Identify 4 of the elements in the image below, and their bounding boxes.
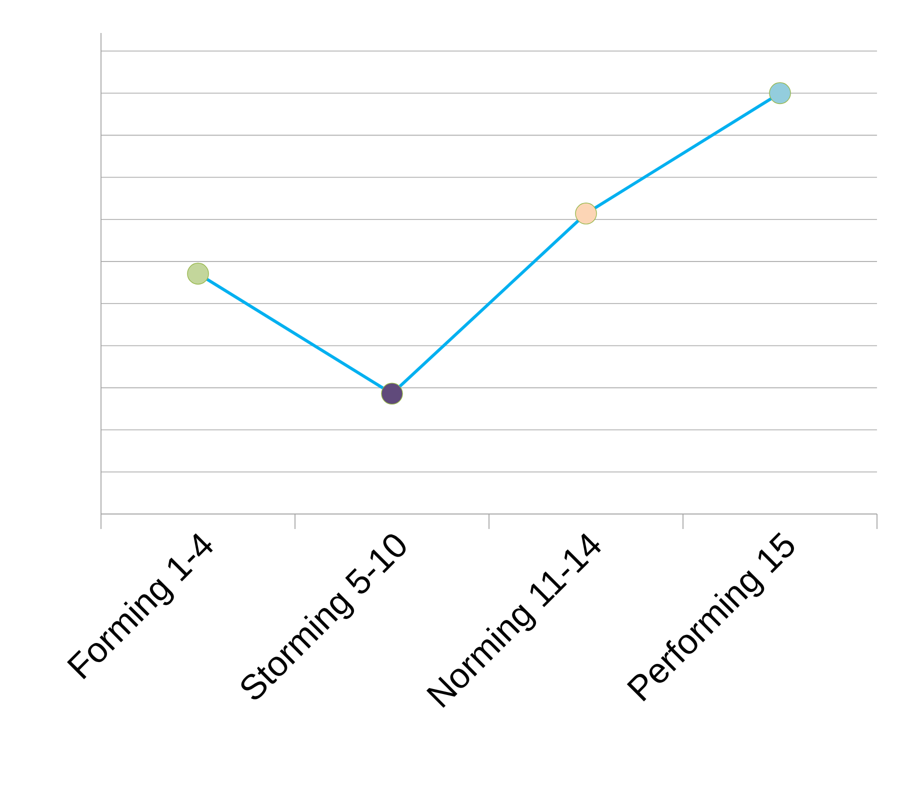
point: [769, 82, 791, 104]
point: [381, 382, 403, 405]
point: [187, 262, 209, 285]
point: [575, 202, 597, 224]
